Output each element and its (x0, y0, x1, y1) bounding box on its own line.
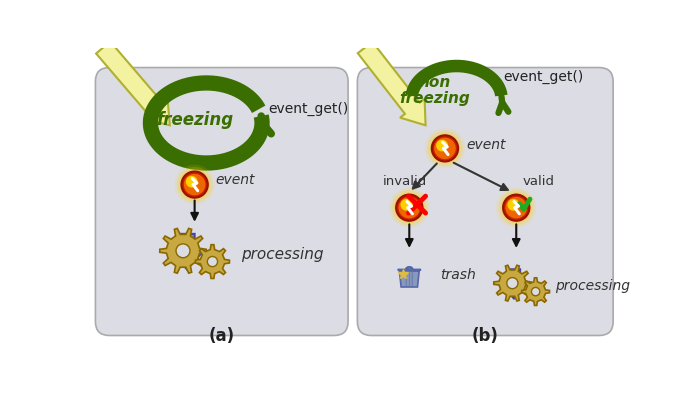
Circle shape (496, 188, 537, 228)
Circle shape (507, 199, 520, 211)
Polygon shape (398, 269, 421, 271)
Text: processing: processing (555, 279, 630, 293)
Circle shape (207, 257, 218, 267)
Text: valid: valid (522, 175, 555, 188)
Circle shape (429, 133, 460, 164)
Circle shape (434, 138, 455, 159)
Text: processing: processing (241, 247, 324, 262)
Polygon shape (522, 278, 550, 305)
Circle shape (391, 190, 427, 225)
FancyBboxPatch shape (95, 68, 348, 335)
Polygon shape (160, 228, 206, 273)
Circle shape (389, 188, 429, 228)
Text: freezing: freezing (156, 111, 233, 129)
Circle shape (531, 287, 539, 296)
Circle shape (503, 194, 529, 221)
Circle shape (396, 194, 422, 221)
Circle shape (184, 174, 205, 195)
Text: (a): (a) (209, 327, 235, 345)
Circle shape (436, 140, 448, 151)
Polygon shape (96, 42, 169, 125)
Circle shape (181, 171, 208, 198)
Text: event_get(): event_get() (503, 70, 584, 84)
Circle shape (498, 190, 534, 225)
Circle shape (506, 197, 527, 219)
Polygon shape (358, 42, 426, 125)
Circle shape (186, 176, 198, 188)
FancyBboxPatch shape (358, 68, 613, 335)
Text: event: event (216, 173, 255, 187)
Text: invalid: invalid (383, 175, 427, 188)
Circle shape (398, 197, 420, 219)
Circle shape (400, 199, 412, 211)
Circle shape (507, 278, 518, 289)
Circle shape (425, 128, 465, 168)
Circle shape (176, 244, 190, 258)
Text: (b): (b) (472, 327, 499, 345)
Circle shape (432, 135, 458, 162)
Text: non
freezing: non freezing (400, 75, 471, 106)
Text: event: event (466, 137, 505, 152)
Polygon shape (494, 265, 531, 301)
Circle shape (501, 192, 532, 223)
Text: trash: trash (440, 268, 476, 282)
Polygon shape (400, 271, 419, 287)
Circle shape (177, 167, 212, 202)
Circle shape (394, 192, 425, 223)
Circle shape (179, 169, 210, 200)
Polygon shape (503, 269, 525, 299)
Circle shape (174, 165, 215, 205)
Polygon shape (196, 245, 229, 278)
Text: event_get(): event_get() (268, 102, 349, 116)
Polygon shape (173, 234, 200, 269)
Circle shape (427, 131, 463, 166)
